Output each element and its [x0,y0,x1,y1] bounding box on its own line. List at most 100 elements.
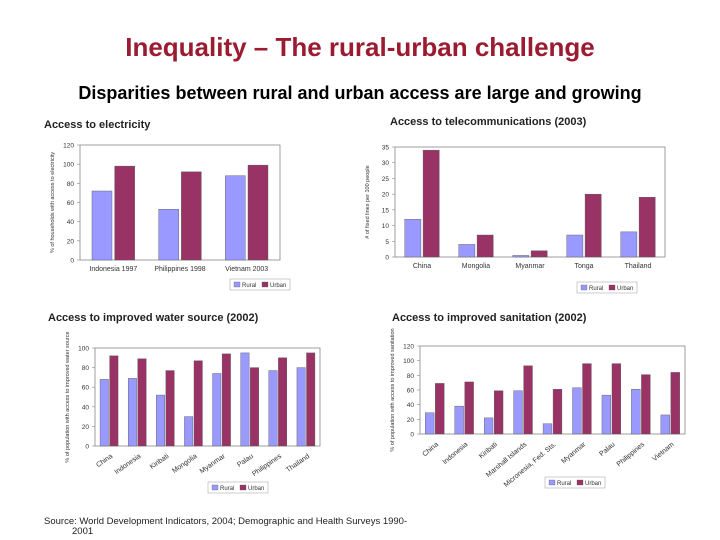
legend-swatch-urban [239,484,247,491]
page-subtitle: Disparities between rural and urban acce… [78,83,642,103]
chart-title-telecom: Access to telecommunications (2003) [390,116,587,128]
bar-urban [137,358,147,447]
bar-urban [114,165,135,261]
y-tick-label: 60 [82,385,90,392]
x-tick-label: Vietnam 2003 [225,266,268,273]
x-tick-label: China [95,453,114,469]
x-tick-label: China [421,441,440,458]
plot-area [79,144,281,261]
x-tick-label: Myanmar [199,453,227,476]
bar-rural [601,394,611,435]
bar-rural [268,370,278,447]
x-tick-label: Vietnam [651,441,675,463]
legend-label-rural: Rural [557,481,571,487]
legend-box [207,481,269,494]
x-tick-label: Mongolia [171,453,198,475]
legend-swatch-rural [211,484,219,491]
y-axis-label: % of population with access to improved … [65,331,71,462]
x-tick-label: Mongolia [462,263,491,270]
bar-urban [306,352,316,447]
y-tick-label: 20 [82,424,90,431]
bar-urban [582,363,592,435]
y-tick-label: 40 [67,219,75,226]
legend-swatch-urban [576,479,584,486]
bar-urban [476,234,494,258]
bar-rural [458,244,476,258]
legend-swatch-rural [580,284,588,291]
bar-urban [493,390,504,435]
y-tick-label: 120 [403,344,414,351]
y-tick-label: 10 [382,223,390,230]
bar-urban [109,355,119,447]
source-line-2: 2001 [72,526,94,537]
bar-urban [435,383,445,435]
bar-rural [296,367,306,447]
y-tick-label: 40 [407,402,415,409]
chart-title-water: Access to improved water source (2002) [48,312,259,324]
chart-title-electricity: Access to electricity [44,119,151,131]
bar-rural [512,255,530,258]
bar-urban [165,370,175,447]
legend-swatch-rural [233,281,241,288]
bar-urban [422,149,440,258]
y-tick-label: 120 [63,143,74,150]
legend-label-urban: Urban [617,286,633,292]
x-tick-label: Thailand [625,263,652,270]
bar-rural [240,352,250,447]
bar-rural [212,373,222,447]
y-tick-label: 20 [382,192,390,199]
bar-urban [584,193,602,258]
bar-urban [250,367,259,447]
y-tick-label: 60 [407,388,415,395]
x-tick-label: Kiribati [149,453,171,471]
bar-rural [99,379,109,447]
page-title: Inequality – The rural-urban challenge [125,32,595,62]
y-tick-label: 5 [385,239,389,246]
bar-rural [127,378,137,447]
bar-urban [247,164,269,261]
bar-rural [425,412,435,435]
bar-rural [454,405,464,435]
legend-label-urban: Urban [248,486,264,492]
y-tick-label: 100 [403,358,414,365]
y-axis-label: % of population with access to improved … [390,328,396,451]
legend-box [229,278,291,291]
y-tick-label: 80 [82,365,90,372]
bar-urban [193,360,203,447]
legend-box [544,476,606,489]
bar-rural [572,387,582,435]
bar-rural [542,423,553,435]
legend-label-urban: Urban [270,283,286,289]
bar-rural [566,234,584,258]
bar-rural [404,219,422,258]
legend-box [576,281,638,294]
y-tick-label: 20 [67,238,75,245]
bar-rural [156,394,165,447]
y-axis-label: % of households with access to electrici… [50,152,56,253]
y-tick-label: 30 [382,160,390,167]
legend-swatch-urban [261,281,269,288]
legend-swatch-urban [608,284,616,291]
bar-urban [523,365,533,435]
x-tick-label: Kiribati [478,441,499,460]
plot-area [419,345,686,435]
bar-urban [641,374,651,435]
legend-swatch-rural [548,479,556,486]
bar-urban [464,381,474,435]
x-tick-label: Philippines [251,453,283,478]
bar-rural [660,414,670,435]
x-tick-label: Indonesia 1997 [89,266,137,273]
y-tick-label: 80 [67,181,75,188]
source-note: Source: World Development Indicators, 20… [44,517,407,537]
electricity-chart: 0 20 40 60 80 100 120 % of households with acce… [50,143,291,291]
x-tick-label: Tonga [574,263,593,270]
y-tick-label: 35 [382,145,390,152]
x-tick-label: Palau [236,453,255,469]
bar-urban [670,372,680,435]
bar-urban [552,389,563,435]
legend-label-urban: Urban [585,481,601,487]
bar-rural [91,190,113,261]
bar-urban [181,171,202,261]
telecom-chart: 0 5 10 15 20 25 30 35 # of fixed lines per 100 p… [365,145,666,294]
y-tick-label: 20 [407,417,415,424]
